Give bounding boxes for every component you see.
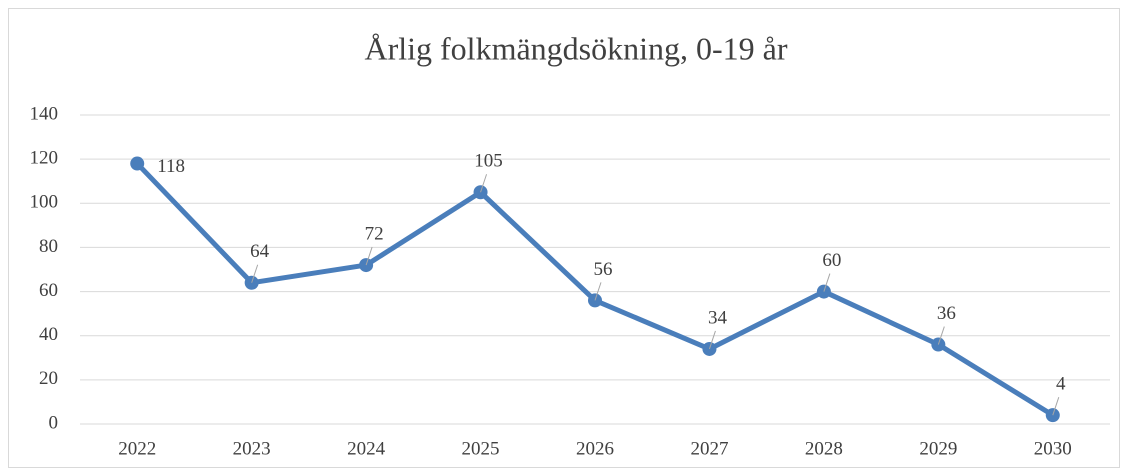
data-label: 64: [250, 241, 270, 262]
x-tick-label: 2022: [118, 438, 156, 459]
data-label: 56: [594, 259, 613, 280]
leader-line: [594, 282, 602, 301]
y-tick-label: 140: [30, 103, 59, 124]
x-tick-label: 2027: [690, 438, 728, 459]
data-label: 72: [365, 223, 384, 244]
x-tick-label: 2028: [805, 438, 843, 459]
x-tick-label: 2025: [462, 438, 500, 459]
leader-line: [708, 330, 716, 350]
y-tick-label: 60: [39, 280, 58, 301]
leader-line: [823, 273, 831, 292]
x-tick-label: 2026: [576, 438, 614, 459]
data-label: 105: [474, 151, 503, 172]
leader-line: [1052, 397, 1060, 416]
data-label: 60: [822, 250, 841, 271]
y-tick-label: 40: [39, 324, 58, 345]
leader-line: [365, 246, 373, 266]
y-tick-label: 120: [30, 148, 59, 169]
data-label: 34: [708, 307, 728, 328]
leader-line: [480, 174, 488, 193]
x-tick-label: 2024: [347, 438, 386, 459]
chart-title: Årlig folkmängdsökning, 0-19 år: [364, 30, 787, 66]
x-tick-label: 2029: [919, 438, 957, 459]
data-label: 118: [157, 156, 185, 177]
x-tick-label: 2023: [233, 438, 271, 459]
y-tick-label: 0: [49, 412, 59, 433]
leader-line: [937, 326, 945, 345]
data-point: [130, 156, 145, 171]
y-tick-label: 100: [30, 192, 59, 213]
data-label: 4: [1056, 374, 1066, 395]
leader-line: [251, 264, 259, 283]
x-tick-label: 2030: [1034, 438, 1072, 459]
data-label: 36: [937, 303, 956, 324]
chart-border: [8, 8, 1120, 468]
y-tick-label: 80: [39, 236, 58, 257]
y-tick-label: 20: [39, 368, 58, 389]
